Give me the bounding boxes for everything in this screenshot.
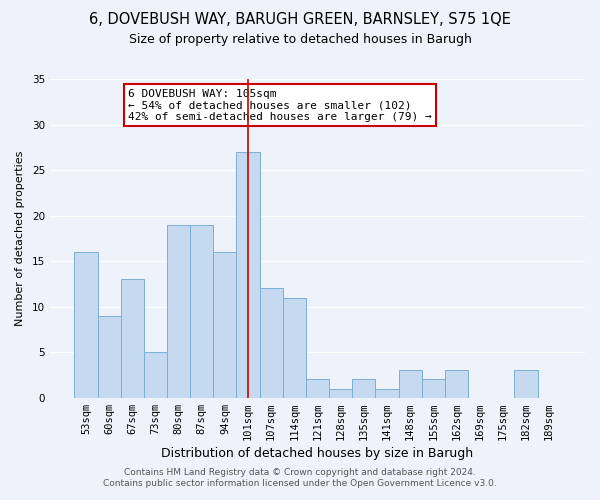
- Bar: [121, 280, 144, 398]
- Bar: [445, 370, 468, 398]
- Bar: [514, 370, 538, 398]
- Bar: [167, 224, 190, 398]
- Bar: [329, 388, 352, 398]
- Bar: [352, 380, 376, 398]
- X-axis label: Distribution of detached houses by size in Barugh: Distribution of detached houses by size …: [161, 447, 473, 460]
- Bar: [214, 252, 236, 398]
- Bar: [236, 152, 260, 398]
- Bar: [190, 224, 214, 398]
- Bar: [306, 380, 329, 398]
- Text: Contains HM Land Registry data © Crown copyright and database right 2024.
Contai: Contains HM Land Registry data © Crown c…: [103, 468, 497, 487]
- Bar: [376, 388, 398, 398]
- Bar: [260, 288, 283, 398]
- Text: 6, DOVEBUSH WAY, BARUGH GREEN, BARNSLEY, S75 1QE: 6, DOVEBUSH WAY, BARUGH GREEN, BARNSLEY,…: [89, 12, 511, 28]
- Text: 6 DOVEBUSH WAY: 105sqm
← 54% of detached houses are smaller (102)
42% of semi-de: 6 DOVEBUSH WAY: 105sqm ← 54% of detached…: [128, 88, 432, 122]
- Bar: [144, 352, 167, 398]
- Bar: [74, 252, 98, 398]
- Text: Size of property relative to detached houses in Barugh: Size of property relative to detached ho…: [128, 32, 472, 46]
- Y-axis label: Number of detached properties: Number of detached properties: [15, 150, 25, 326]
- Bar: [398, 370, 422, 398]
- Bar: [422, 380, 445, 398]
- Bar: [283, 298, 306, 398]
- Bar: [98, 316, 121, 398]
